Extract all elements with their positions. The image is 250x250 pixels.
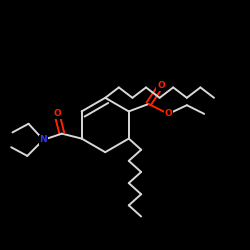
Text: O: O (164, 110, 172, 118)
Text: N: N (40, 135, 47, 144)
Text: O: O (53, 110, 61, 118)
Text: O: O (157, 81, 165, 90)
